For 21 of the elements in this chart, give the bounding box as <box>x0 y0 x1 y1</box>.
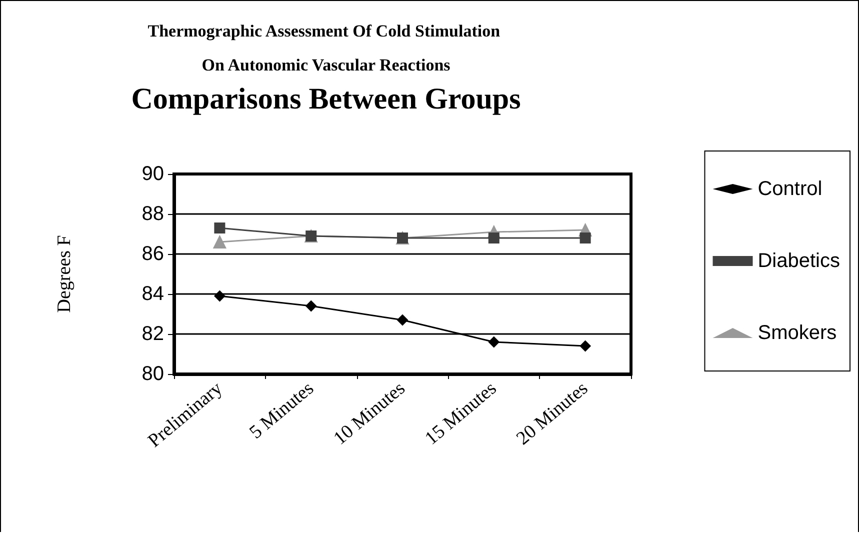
y-axis-title: Degrees F <box>54 235 75 313</box>
chart-title: Thermographic Assessment Of Cold Stimulation On Autonomic Vascular Reactions <box>148 22 504 74</box>
point <box>213 236 226 248</box>
point <box>488 336 500 348</box>
point <box>580 340 591 352</box>
y-tick-label: 88 <box>142 203 164 225</box>
y-tick-label: 86 <box>142 243 164 265</box>
legend-label: Control <box>758 178 822 200</box>
y-tick-label: 84 <box>142 283 164 305</box>
point <box>214 222 226 234</box>
legend-label: Smokers <box>758 322 837 344</box>
point <box>397 314 408 326</box>
chart-subtitle: Comparisons Between Groups <box>131 82 521 116</box>
point <box>306 300 317 312</box>
point <box>214 290 226 302</box>
y-tick-label: 82 <box>142 323 164 345</box>
point <box>488 232 500 244</box>
y-tick-label: 90 <box>142 163 164 185</box>
legend-label: Diabetics <box>758 250 840 272</box>
y-tick-label: 80 <box>142 363 164 385</box>
point <box>580 232 591 244</box>
